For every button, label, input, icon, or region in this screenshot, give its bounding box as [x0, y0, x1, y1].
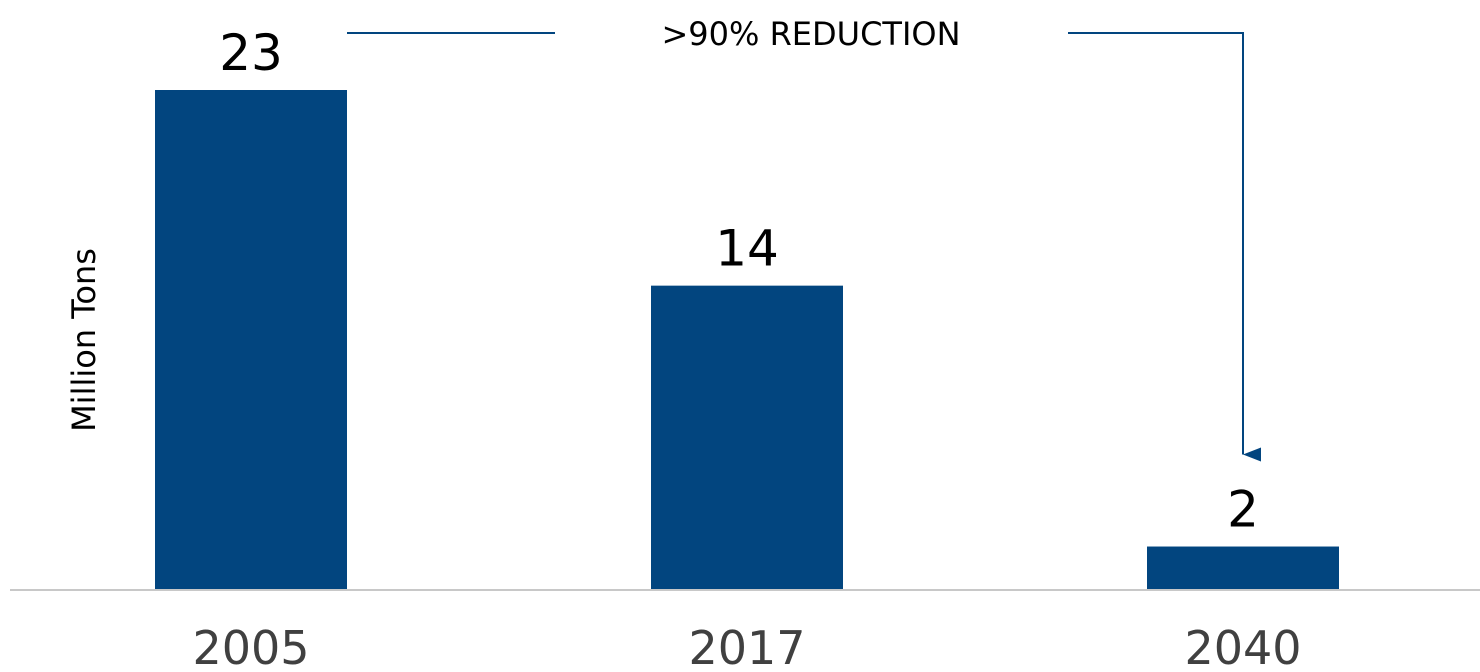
- reduction-annotation: >90% REDUCTION: [347, 15, 1261, 462]
- y-axis-label: Million Tons: [65, 248, 103, 432]
- data-label-2017: 14: [715, 220, 779, 278]
- x-tick-label-2040: 2040: [1184, 621, 1301, 672]
- bar-2005: [155, 90, 347, 590]
- annotation-text: >90% REDUCTION: [661, 15, 960, 53]
- x-tick-label-2005: 2005: [192, 621, 309, 672]
- x-tick-labels-group: 2005 2017 2040: [192, 621, 1301, 672]
- data-label-2040: 2: [1227, 481, 1259, 539]
- bars-group: [155, 90, 1339, 590]
- x-tick-label-2017: 2017: [688, 621, 805, 672]
- data-label-2005: 23: [219, 24, 283, 82]
- bar-2017: [651, 285, 843, 590]
- data-labels-group: 23 14 2: [219, 24, 1259, 539]
- annotation-arrow: [1068, 32, 1261, 462]
- bar-2040: [1147, 546, 1339, 590]
